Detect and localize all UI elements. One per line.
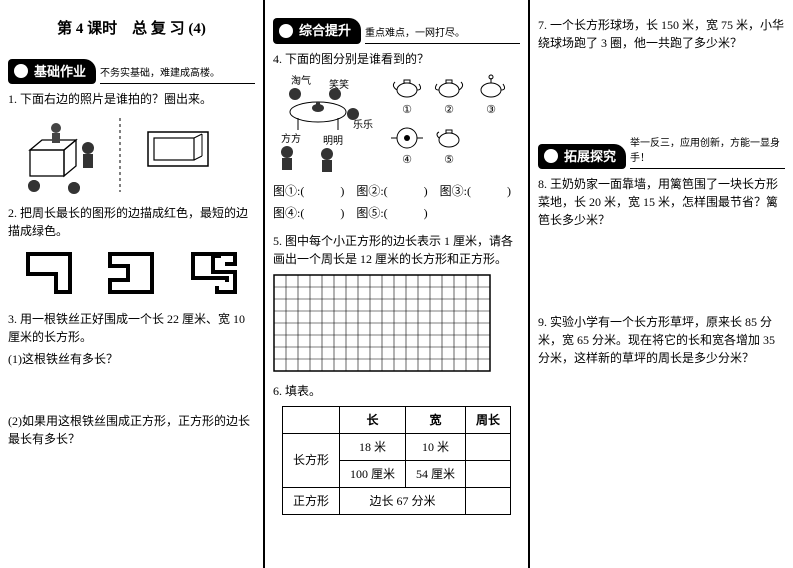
table-header-row: 长 宽 周长	[282, 406, 510, 433]
question-5: 5. 图中每个小正方形的边长表示 1 厘米，请各画出一个周长是 12 厘米的长方…	[273, 232, 520, 372]
question-2: 2. 把周长最长的图形的边描成红色，最短的边描成绿色。	[8, 204, 255, 300]
cell-r1b-l: 100 厘米	[339, 460, 405, 487]
section-comp-header: 综合提升 重点难点，一网打尽。	[273, 18, 520, 44]
lesson-title: 第 4 课时 总 复 习 (4)	[8, 18, 255, 41]
question-6: 6. 填表。 长 宽 周长 长方形 18 米 10 米 100 厘米 54 厘米	[273, 382, 520, 515]
section-basic-badge: 基础作业	[8, 59, 96, 85]
q5-text: 5. 图中每个小正方形的边长表示 1 厘米，请各画出一个周长是 12 厘米的长方…	[273, 232, 520, 268]
cell-r1b-p	[466, 460, 511, 487]
q7-workspace	[538, 56, 785, 126]
cell-sq-label: 正方形	[282, 487, 339, 514]
q2-text: 2. 把周长最长的图形的边描成红色，最短的边描成绿色。	[8, 204, 255, 240]
section-comp-tagline: 重点难点，一网打尽。	[365, 26, 520, 44]
section-basic-header: 基础作业 不务实基础，难建成高楼。	[8, 59, 255, 85]
cell-r1b-w: 54 厘米	[406, 460, 466, 487]
circle-2: ②	[444, 102, 454, 119]
svg-text:明明: 明明	[323, 135, 343, 147]
q4-blanks-a: 图①:( ) 图②:( ) 图③:( )	[273, 182, 520, 200]
q3a-text: (1)这根铁丝有多长？	[8, 350, 255, 368]
section-ext-header: 拓展探究 举一反三，应用创新，方能一显身手！	[538, 136, 785, 169]
q1-scene-svg	[12, 114, 252, 194]
q3a-workspace	[8, 372, 255, 412]
q4-scene-svg: 淘气 笑笑 乐乐 方方 明明	[273, 72, 383, 182]
teapot-view-1	[389, 72, 425, 100]
th-width: 宽	[406, 406, 466, 433]
section-basic-tagline: 不务实基础，难建成高楼。	[100, 66, 255, 84]
q3-text: 3. 用一根铁丝正好围成一个长 22 厘米、宽 10 厘米的长方形。	[8, 310, 255, 346]
grid-svg	[273, 274, 491, 372]
section-comp-badge: 综合提升	[273, 18, 361, 44]
q8-text: 8. 王奶奶家一面靠墙，用篱笆围了一块长方形菜地，长 20 米，宽 15 米，怎…	[538, 175, 785, 229]
teapot-view-5	[431, 122, 467, 150]
th-perimeter: 周长	[466, 406, 511, 433]
q9-text: 9. 实验小学有一个长方形草坪，原来长 85 分米，宽 65 分米。现在将它的长…	[538, 313, 785, 367]
cell-r1a-w: 10 米	[406, 433, 466, 460]
teapot-view-2	[431, 72, 467, 100]
circle-5: ⑤	[444, 152, 454, 169]
circle-3: ③	[486, 102, 496, 119]
teapot-view-3	[473, 72, 509, 100]
teapot-view-4	[389, 122, 425, 150]
table-row: 长方形 18 米 10 米	[282, 433, 510, 460]
th-blank	[282, 406, 339, 433]
q3b-text: (2)如果用这根铁丝围成正方形，正方形的边长最长有多长？	[8, 412, 255, 448]
cell-sq-side: 边长 67 分米	[339, 487, 465, 514]
svg-text:乐乐: 乐乐	[353, 119, 373, 131]
svg-text:方方: 方方	[281, 132, 301, 145]
q4-figure: 淘气 笑笑 乐乐 方方 明明	[273, 72, 520, 182]
q4-blanks-b: 图④:( ) 图⑤:( )	[273, 204, 520, 222]
q9-workspace	[538, 371, 785, 441]
q1-figure	[8, 114, 255, 194]
cell-r1a-p	[466, 433, 511, 460]
q5-grid	[273, 274, 520, 372]
q7-text: 7. 一个长方形球场，长 150 米，宽 75 米，小华绕球场跑了 3 圈，他一…	[538, 16, 785, 52]
cell-rect-label: 长方形	[282, 433, 339, 487]
q2-shape-2	[102, 246, 160, 300]
q4-text: 4. 下面的图分别是谁看到的？	[273, 50, 520, 68]
question-4: 4. 下面的图分别是谁看到的？ 淘气 笑笑 乐乐 方方 明明	[273, 50, 520, 222]
q6-text: 6. 填表。	[273, 382, 520, 400]
column-1: 第 4 课时 总 复 习 (4) 基础作业 不务实基础，难建成高楼。 1. 下面…	[0, 0, 263, 568]
q8-workspace	[538, 233, 785, 303]
column-3: 7. 一个长方形球场，长 150 米，宽 75 米，小华绕球场跑了 3 圈，他一…	[528, 0, 793, 568]
svg-text:淘气: 淘气	[291, 74, 311, 87]
question-8: 8. 王奶奶家一面靠墙，用篱笆围了一块长方形菜地，长 20 米，宽 15 米，怎…	[538, 175, 785, 303]
q1-text: 1. 下面右边的照片是谁拍的？圈出来。	[8, 90, 255, 108]
q2-shape-1	[20, 246, 78, 300]
cell-r1a-l: 18 米	[339, 433, 405, 460]
q6-table: 长 宽 周长 长方形 18 米 10 米 100 厘米 54 厘米 正方形	[282, 406, 511, 515]
section-ext-tagline: 举一反三，应用创新，方能一显身手！	[630, 136, 785, 169]
section-ext-badge: 拓展探究	[538, 144, 626, 170]
question-7: 7. 一个长方形球场，长 150 米，宽 75 米，小华绕球场跑了 3 圈，他一…	[538, 16, 785, 126]
q4-teapot-views: ① ② ③ ④	[389, 72, 509, 182]
table-row: 正方形 边长 67 分米	[282, 487, 510, 514]
question-1: 1. 下面右边的照片是谁拍的？圈出来。	[8, 90, 255, 194]
circle-4: ④	[402, 152, 412, 169]
q2-shapes	[8, 246, 255, 300]
column-2: 综合提升 重点难点，一网打尽。 4. 下面的图分别是谁看到的？ 淘气 笑笑 乐乐…	[263, 0, 528, 568]
circle-1: ①	[402, 102, 412, 119]
question-9: 9. 实验小学有一个长方形草坪，原来长 85 分米，宽 65 分米。现在将它的长…	[538, 313, 785, 441]
th-length: 长	[339, 406, 405, 433]
q2-shape-3	[185, 246, 243, 300]
cell-sq-p	[466, 487, 511, 514]
question-3: 3. 用一根铁丝正好围成一个长 22 厘米、宽 10 厘米的长方形。 (1)这根…	[8, 310, 255, 492]
q3b-workspace	[8, 452, 255, 492]
